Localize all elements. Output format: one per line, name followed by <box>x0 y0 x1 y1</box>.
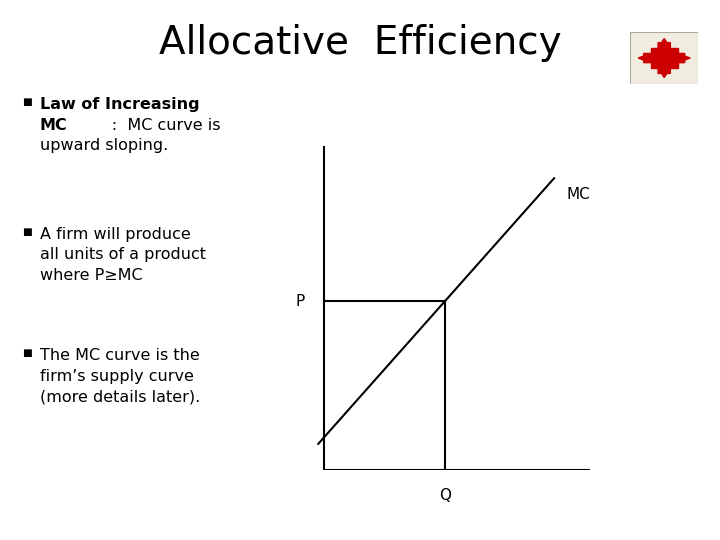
Text: Law of Increasing
MC: Law of Increasing MC <box>40 97 199 133</box>
Text: ■: ■ <box>22 97 32 107</box>
Polygon shape <box>638 53 651 63</box>
Polygon shape <box>678 53 690 63</box>
Text: :  MC curve is
upward sloping.: : MC curve is upward sloping. <box>40 97 220 153</box>
Text: Allocative  Efficiency: Allocative Efficiency <box>158 24 562 62</box>
Text: Q: Q <box>438 488 451 503</box>
Text: ■: ■ <box>22 227 32 237</box>
Text: MC: MC <box>566 187 590 202</box>
Text: P: P <box>295 294 305 309</box>
Text: The MC curve is the
firm’s supply curve
(more details later).: The MC curve is the firm’s supply curve … <box>40 348 200 404</box>
Polygon shape <box>658 68 670 78</box>
Bar <box>651 48 678 68</box>
Text: ■: ■ <box>22 348 32 359</box>
Text: A firm will produce
all units of a product
where P≥MC: A firm will produce all units of a produ… <box>40 227 206 282</box>
Polygon shape <box>658 38 670 48</box>
